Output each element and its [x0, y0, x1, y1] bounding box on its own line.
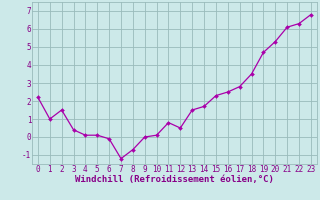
X-axis label: Windchill (Refroidissement éolien,°C): Windchill (Refroidissement éolien,°C)	[75, 175, 274, 184]
